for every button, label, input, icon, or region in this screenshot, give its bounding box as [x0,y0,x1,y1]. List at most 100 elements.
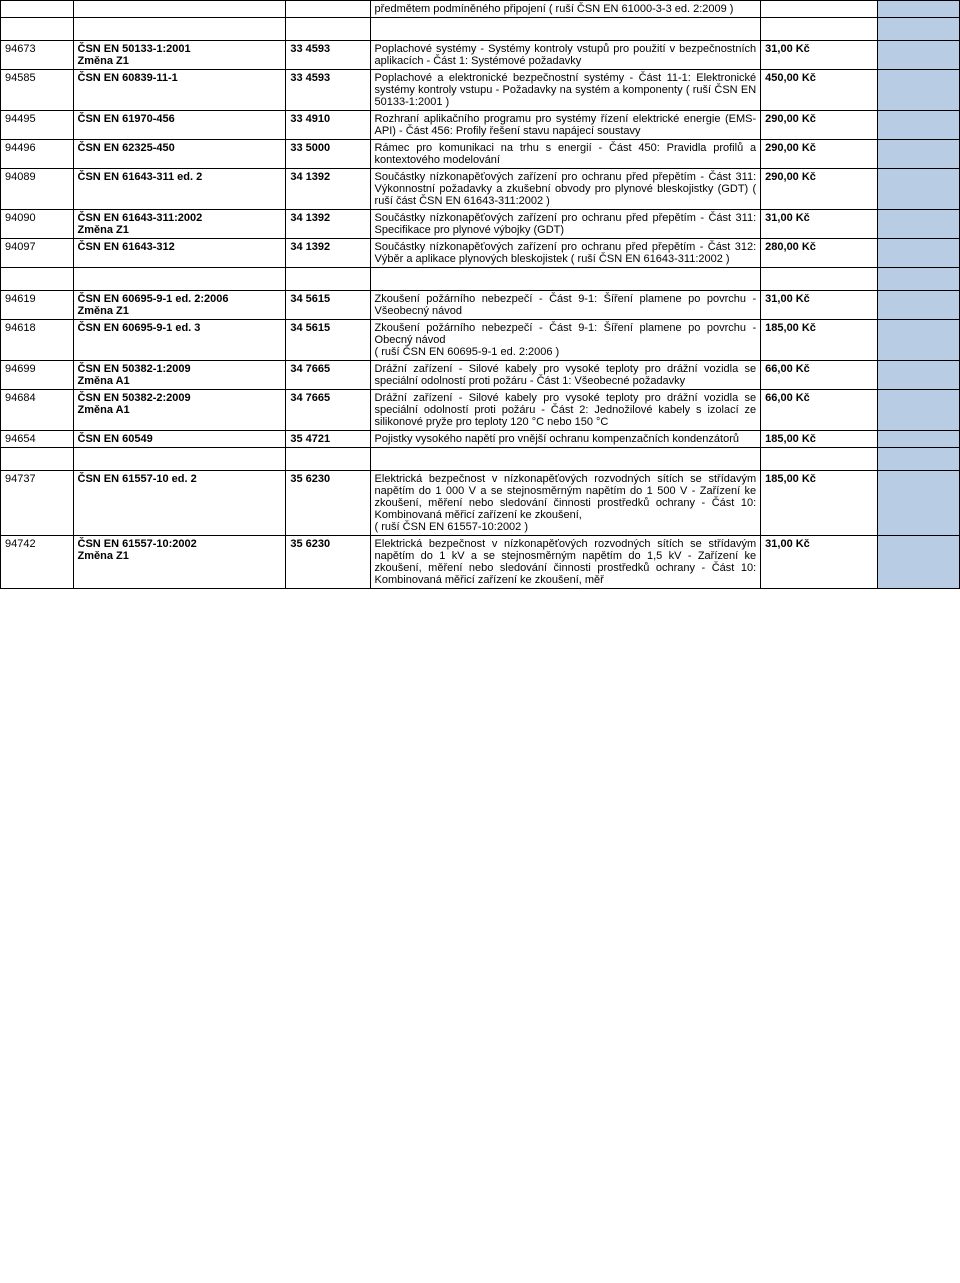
table-row: 94097ČSN EN 61643-31234 1392Součástky ní… [1,239,960,268]
spacer-cell [286,448,370,471]
row-id: 94618 [1,320,74,361]
classification-code: 33 4593 [286,41,370,70]
standard-code: ČSN EN 62325-450 [73,140,286,169]
classification-code: 34 5615 [286,320,370,361]
standard-code: ČSN EN 60695-9-1 ed. 3 [73,320,286,361]
standard-code: ČSN EN 61643-311:2002Změna Z1 [73,210,286,239]
price: 66,00 Kč [761,390,878,431]
spacer-cell [878,18,960,41]
table-row: 94684ČSN EN 50382-2:2009Změna A134 7665D… [1,390,960,431]
price: 185,00 Kč [761,471,878,536]
classification-code: 34 7665 [286,390,370,431]
row-id: 94673 [1,41,74,70]
classification-code: 34 1392 [286,239,370,268]
row-id: 94585 [1,70,74,111]
row-id: 94699 [1,361,74,390]
blue-cell [878,536,960,589]
classification-code: 35 4721 [286,431,370,448]
price: 31,00 Kč [761,41,878,70]
blue-cell [878,41,960,70]
row-id: 94495 [1,111,74,140]
blue-cell [878,111,960,140]
spacer-cell [370,448,761,471]
spacer-cell [73,448,286,471]
blue-cell [878,239,960,268]
standard-code: ČSN EN 60839-11-1 [73,70,286,111]
description: Součástky nízkonapěťových zařízení pro o… [370,210,761,239]
blue-cell [878,169,960,210]
description: Pojistky vysokého napětí pro vnější ochr… [370,431,761,448]
description: předmětem podmíněného připojení ( ruší Č… [370,1,761,18]
description: Zkoušení požárního nebezpečí - Část 9-1:… [370,291,761,320]
blue-cell [878,431,960,448]
table-row: 94089ČSN EN 61643-311 ed. 234 1392Součás… [1,169,960,210]
description: Rozhraní aplikačního programu pro systém… [370,111,761,140]
description: Drážní zařízení - Silové kabely pro vyso… [370,361,761,390]
standard-code: ČSN EN 50382-1:2009Změna A1 [73,361,286,390]
classification-code [286,1,370,18]
spacer-cell [286,268,370,291]
classification-code: 35 6230 [286,471,370,536]
standard-code: ČSN EN 50382-2:2009Změna A1 [73,390,286,431]
description: Elektrická bezpečnost v nízkonapěťových … [370,471,761,536]
row-id: 94496 [1,140,74,169]
classification-code: 33 4910 [286,111,370,140]
standard-code: ČSN EN 60549 [73,431,286,448]
blue-cell [878,140,960,169]
price: 185,00 Kč [761,431,878,448]
price: 31,00 Kč [761,536,878,589]
price: 31,00 Kč [761,291,878,320]
classification-code: 34 1392 [286,210,370,239]
table-row: předmětem podmíněného připojení ( ruší Č… [1,1,960,18]
table-row: 94090ČSN EN 61643-311:2002Změna Z134 139… [1,210,960,239]
classification-code: 34 5615 [286,291,370,320]
price: 280,00 Kč [761,239,878,268]
spacer-row [1,448,960,471]
table-row: 94619ČSN EN 60695-9-1 ed. 2:2006Změna Z1… [1,291,960,320]
standard-code: ČSN EN 61557-10:2002Změna Z1 [73,536,286,589]
classification-code: 33 5000 [286,140,370,169]
row-id: 94097 [1,239,74,268]
classification-code: 34 1392 [286,169,370,210]
table-row: 94618ČSN EN 60695-9-1 ed. 334 5615Zkouše… [1,320,960,361]
spacer-cell [370,18,761,41]
description: Součástky nízkonapěťových zařízení pro o… [370,239,761,268]
spacer-cell [73,268,286,291]
spacer-cell [878,268,960,291]
spacer-cell [286,18,370,41]
row-id: 94089 [1,169,74,210]
standard-code: ČSN EN 60695-9-1 ed. 2:2006Změna Z1 [73,291,286,320]
standard-code: ČSN EN 61643-311 ed. 2 [73,169,286,210]
price [761,1,878,18]
standards-table: předmětem podmíněného připojení ( ruší Č… [0,0,960,589]
classification-code: 34 7665 [286,361,370,390]
price: 450,00 Kč [761,70,878,111]
standard-code: ČSN EN 61643-312 [73,239,286,268]
blue-cell [878,1,960,18]
standard-code: ČSN EN 50133-1:2001Změna Z1 [73,41,286,70]
price: 290,00 Kč [761,169,878,210]
spacer-cell [761,268,878,291]
description: Zkoušení požárního nebezpečí - Část 9-1:… [370,320,761,361]
standard-code: ČSN EN 61557-10 ed. 2 [73,471,286,536]
spacer-cell [370,268,761,291]
classification-code: 35 6230 [286,536,370,589]
blue-cell [878,390,960,431]
row-id [1,1,74,18]
price: 31,00 Kč [761,210,878,239]
table-row: 94654ČSN EN 6054935 4721Pojistky vysokéh… [1,431,960,448]
table-row: 94496ČSN EN 62325-45033 5000Rámec pro ko… [1,140,960,169]
standard-code [73,1,286,18]
row-id: 94742 [1,536,74,589]
row-id: 94090 [1,210,74,239]
row-id: 94619 [1,291,74,320]
row-id: 94737 [1,471,74,536]
spacer-cell [73,18,286,41]
table-row: 94673ČSN EN 50133-1:2001Změna Z133 4593P… [1,41,960,70]
blue-cell [878,210,960,239]
blue-cell [878,291,960,320]
spacer-row [1,268,960,291]
description: Součástky nízkonapěťových zařízení pro o… [370,169,761,210]
price: 290,00 Kč [761,140,878,169]
description: Poplachové systémy - Systémy kontroly vs… [370,41,761,70]
